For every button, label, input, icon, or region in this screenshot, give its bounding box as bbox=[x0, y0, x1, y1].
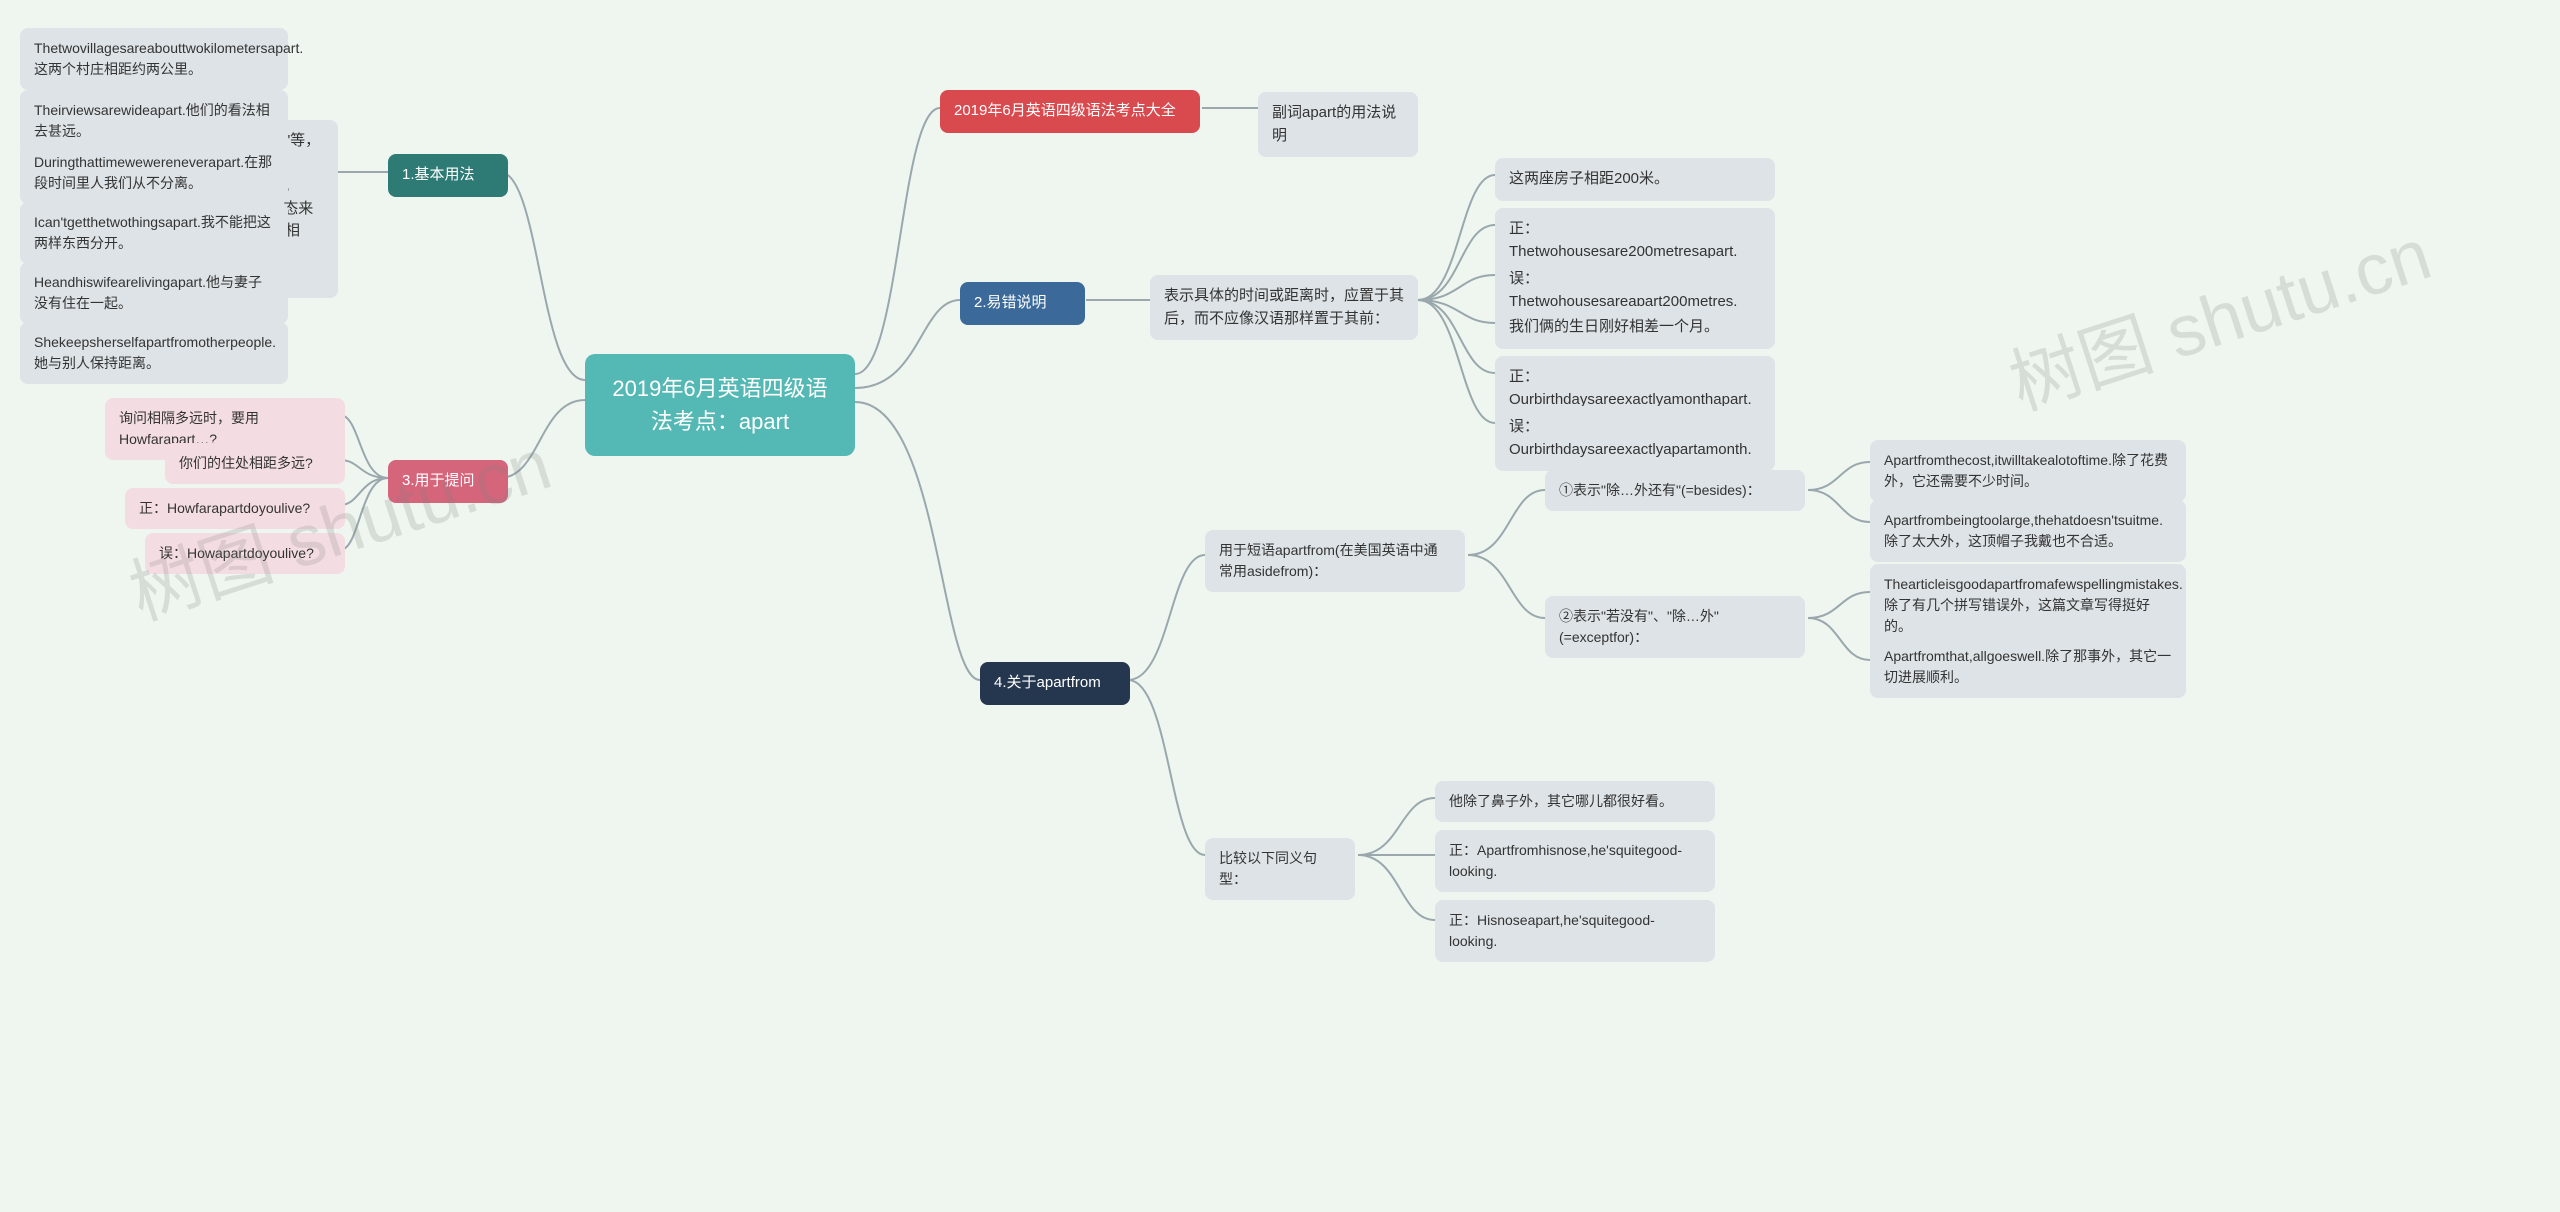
b4-sub2-ex2: 正：Hisnoseapart,he'squitegood-looking. bbox=[1435, 900, 1715, 962]
b4-sub2-ex1: 正：Apartfromhisnose,he'squitegood-looking… bbox=[1435, 830, 1715, 892]
b4-p1-ex0: Apartfromthecost,itwilltakealotoftime.除了… bbox=[1870, 440, 2186, 502]
b4-p1-ex1: Apartfrombeingtoolarge,thehatdoesn'tsuit… bbox=[1870, 500, 2186, 562]
branch-top-note: 副词apart的用法说明 bbox=[1258, 92, 1418, 157]
b3-ex-1: 你们的住处相距多远? bbox=[165, 443, 345, 484]
root-node: 2019年6月英语四级语法考点：apart bbox=[585, 354, 855, 456]
b4-sub2-label: 比较以下同义句型： bbox=[1205, 838, 1355, 900]
b4-sub2-ex0: 他除了鼻子外，其它哪儿都很好看。 bbox=[1435, 781, 1715, 822]
b2-ex-0: 这两座房子相距200米。 bbox=[1495, 158, 1775, 201]
branch-1-label: 1.基本用法 bbox=[388, 154, 508, 197]
b4-p2-ex1: Apartfromthat,allgoeswell.除了那事外，其它一切进展顺利… bbox=[1870, 636, 2186, 698]
b3-ex-3: 误：Howapartdoyoulive? bbox=[145, 533, 345, 574]
branch-3-label: 3.用于提问 bbox=[388, 460, 508, 503]
b1-ex-2: Duringthattimewewereneverapart.在那段时间里人我们… bbox=[20, 142, 288, 204]
b1-ex-5: Shekeepsherselfapartfromotherpeople.她与别人… bbox=[20, 322, 288, 384]
branch-2-label: 2.易错说明 bbox=[960, 282, 1085, 325]
b3-ex-2: 正：Howfarapartdoyoulive? bbox=[125, 488, 345, 529]
b4-p1-label: ①表示"除…外还有"(=besides)： bbox=[1545, 470, 1805, 511]
branch-2-desc: 表示具体的时间或距离时，应置于其后，而不应像汉语那样置于其前： bbox=[1150, 275, 1418, 340]
branch-4-label: 4.关于apartfrom bbox=[980, 662, 1130, 705]
b4-p2-ex0: Thearticleisgoodapartfromafewspellingmis… bbox=[1870, 564, 2186, 647]
b2-ex-3: 我们俩的生日刚好相差一个月。 bbox=[1495, 306, 1775, 349]
b1-ex-0: Thetwovillagesareabouttwokilometersapart… bbox=[20, 28, 288, 90]
b1-ex-4: Heandhiswifearelivingapart.他与妻子没有住在一起。 bbox=[20, 262, 288, 324]
branch-top-title: 2019年6月英语四级语法考点大全 bbox=[940, 90, 1200, 133]
b1-ex-3: Ican'tgetthetwothingsapart.我不能把这两样东西分开。 bbox=[20, 202, 288, 264]
b4-p2-label: ②表示"若没有"、"除…外"(=exceptfor)： bbox=[1545, 596, 1805, 658]
b4-sub1-desc: 用于短语apartfrom(在美国英语中通常用asidefrom)： bbox=[1205, 530, 1465, 592]
watermark: 树图 shutu.cn bbox=[1994, 195, 2441, 430]
b2-ex-5: 误：Ourbirthdaysareexactlyapartamonth. bbox=[1495, 406, 1775, 471]
